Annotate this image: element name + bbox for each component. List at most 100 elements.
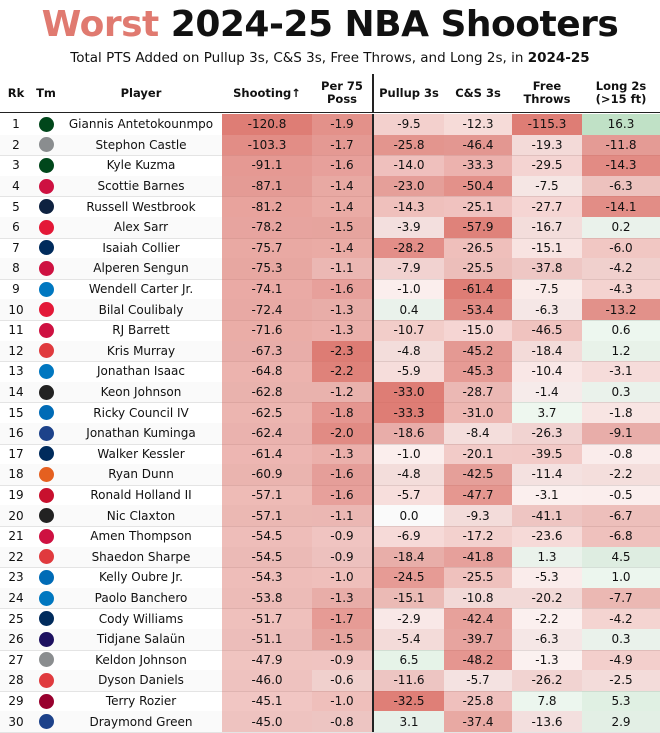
stat-cell: -13.2: [582, 299, 660, 320]
rank: 13: [8, 364, 24, 379]
stat-cell: 1.0: [582, 567, 660, 588]
stat-cell: -42.4: [444, 608, 512, 629]
rank: 26: [8, 632, 24, 647]
stat-cell: -1.3: [312, 443, 372, 465]
stat-cell: 0.0: [372, 505, 444, 526]
stat-cell: -25.8: [372, 134, 444, 156]
stat-cell: -32.5: [372, 690, 444, 712]
stat-cell: -5.3: [512, 567, 582, 588]
stat-cell: 3.7: [512, 402, 582, 423]
stat-cell: -2.5: [582, 670, 660, 691]
stat-cell: -7.5: [512, 175, 582, 197]
column-header: Rk: [7, 85, 25, 100]
team-logo: [38, 363, 54, 379]
table-row: 30 Draymond Green -45.0 -0.8 3.1 -37.4 -13.6 2.…: [0, 711, 660, 733]
stat-cell: -45.0: [222, 711, 312, 732]
table-row: 29 Terry Rozier -45.1 -1.0 -32.5 -25.8 7.8 5.3: [0, 690, 660, 713]
rank: 21: [8, 529, 24, 544]
stat-cell: -103.3: [222, 134, 312, 156]
team-cell: [32, 238, 60, 259]
rank: 4: [12, 179, 20, 194]
player: Amen Thompson: [90, 529, 192, 544]
stat-cell: -14.3: [372, 196, 444, 217]
column-header: Shooting↑: [233, 85, 301, 100]
stat-cell: 3.1: [372, 711, 444, 732]
team-logo: [38, 199, 54, 215]
stat-cell: 1.2: [582, 340, 660, 362]
stat-cell: -4.2: [582, 608, 660, 629]
stat-cell: -1.0: [372, 278, 444, 300]
player: Kris Murray: [106, 343, 176, 358]
stat-cell: -25.8: [444, 690, 512, 712]
team-cell: [32, 691, 60, 712]
team-cell: [32, 711, 60, 732]
team-cell: [32, 608, 60, 629]
stat-cell: -41.8: [444, 546, 512, 568]
team-logo: [38, 137, 54, 153]
stat-cell: -23.6: [512, 526, 582, 547]
team-cell: [32, 258, 60, 279]
player: Russell Westbrook: [86, 199, 196, 214]
stat-cell: -39.5: [512, 443, 582, 465]
stat-cell: -33.0: [372, 381, 444, 403]
table-row: 12 Kris Murray -67.3 -2.3 -4.8 -45.2 -18.4 1.2: [0, 340, 660, 363]
stat-cell: -0.9: [312, 526, 372, 547]
stat-cell: -14.3: [582, 155, 660, 176]
stat-cell: -41.1: [512, 505, 582, 526]
stat-cell: -16.7: [512, 217, 582, 238]
stat-cell: -1.7: [312, 608, 372, 629]
stat-cell: 0.6: [582, 320, 660, 341]
stat-cell: 0.4: [372, 299, 444, 320]
stat-cell: -1.0: [312, 690, 372, 712]
stat-cell: -2.0: [312, 423, 372, 444]
player: Keon Johnson: [100, 385, 182, 400]
team-cell: [32, 196, 60, 217]
rank: 6: [12, 220, 20, 235]
stat-cell: -0.8: [312, 711, 372, 732]
team-logo: [38, 672, 54, 688]
stat-cell: -61.4: [222, 443, 312, 465]
rank: 28: [8, 673, 24, 688]
player: Jonathan Kuminga: [86, 426, 196, 441]
team-cell: [32, 320, 60, 341]
stat-cell: -3.1: [582, 361, 660, 382]
stat-cell: -10.7: [372, 320, 444, 341]
stat-cell: -1.8: [312, 402, 372, 423]
stat-cell: -57.1: [222, 505, 312, 526]
team-cell: [32, 444, 60, 465]
player: Giannis Antetokounmpo: [68, 117, 214, 132]
rank: 8: [12, 261, 20, 276]
stat-cell: -10.4: [512, 361, 582, 382]
team-cell: [32, 114, 60, 135]
team-cell: [32, 547, 60, 568]
stat-cell: -81.2: [222, 196, 312, 217]
stat-cell: -62.5: [222, 402, 312, 423]
stat-cell: -75.7: [222, 237, 312, 259]
player: Alex Sarr: [113, 220, 169, 235]
table-row: 3 Kyle Kuzma -91.1 -1.6 -14.0 -33.3 -29.5 -14.3: [0, 155, 660, 177]
table-row: 1 Giannis Antetokounmpo -120.8 -1.9 -9.5 -12.…: [0, 114, 660, 136]
team-cell: [32, 217, 60, 238]
table-row: 9 Wendell Carter Jr. -74.1 -1.6 -1.0 -61.4 -7.…: [0, 278, 660, 301]
team-logo: [38, 611, 54, 627]
team-cell: [32, 402, 60, 423]
stat-cell: -53.8: [222, 587, 312, 609]
stat-cell: -31.0: [444, 402, 512, 423]
column-header: Free Throws: [523, 79, 571, 106]
stat-cell: -47.9: [222, 649, 312, 671]
player: Nic Claxton: [106, 508, 176, 523]
stat-cell: -1.6: [312, 484, 372, 506]
stat-cell: -2.2: [582, 464, 660, 485]
rank: 12: [8, 343, 24, 358]
table-row: 16 Jonathan Kuminga -62.4 -2.0 -18.6 -8.4 -26.…: [0, 423, 660, 445]
stat-cell: -78.2: [222, 217, 312, 238]
player: Kelly Oubre Jr.: [99, 570, 183, 585]
stat-cell: -42.5: [444, 464, 512, 485]
stat-cell: 1.3: [512, 546, 582, 568]
table-row: 10 Bilal Coulibaly -72.4 -1.3 0.4 -53.4 -6.3 -1…: [0, 299, 660, 321]
stat-cell: -87.1: [222, 175, 312, 197]
stat-cell: -45.3: [444, 361, 512, 382]
stat-cell: -60.9: [222, 464, 312, 485]
stat-cell: 4.5: [582, 546, 660, 568]
stat-cell: -1.4: [512, 381, 582, 403]
